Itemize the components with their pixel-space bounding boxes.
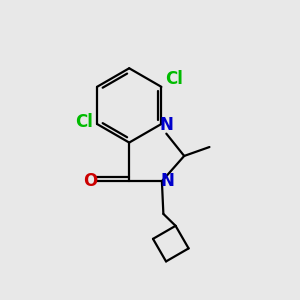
Text: N: N bbox=[160, 116, 174, 134]
Text: Cl: Cl bbox=[165, 70, 183, 88]
Text: O: O bbox=[83, 172, 97, 190]
Text: Cl: Cl bbox=[76, 112, 94, 130]
Text: N: N bbox=[160, 172, 174, 190]
